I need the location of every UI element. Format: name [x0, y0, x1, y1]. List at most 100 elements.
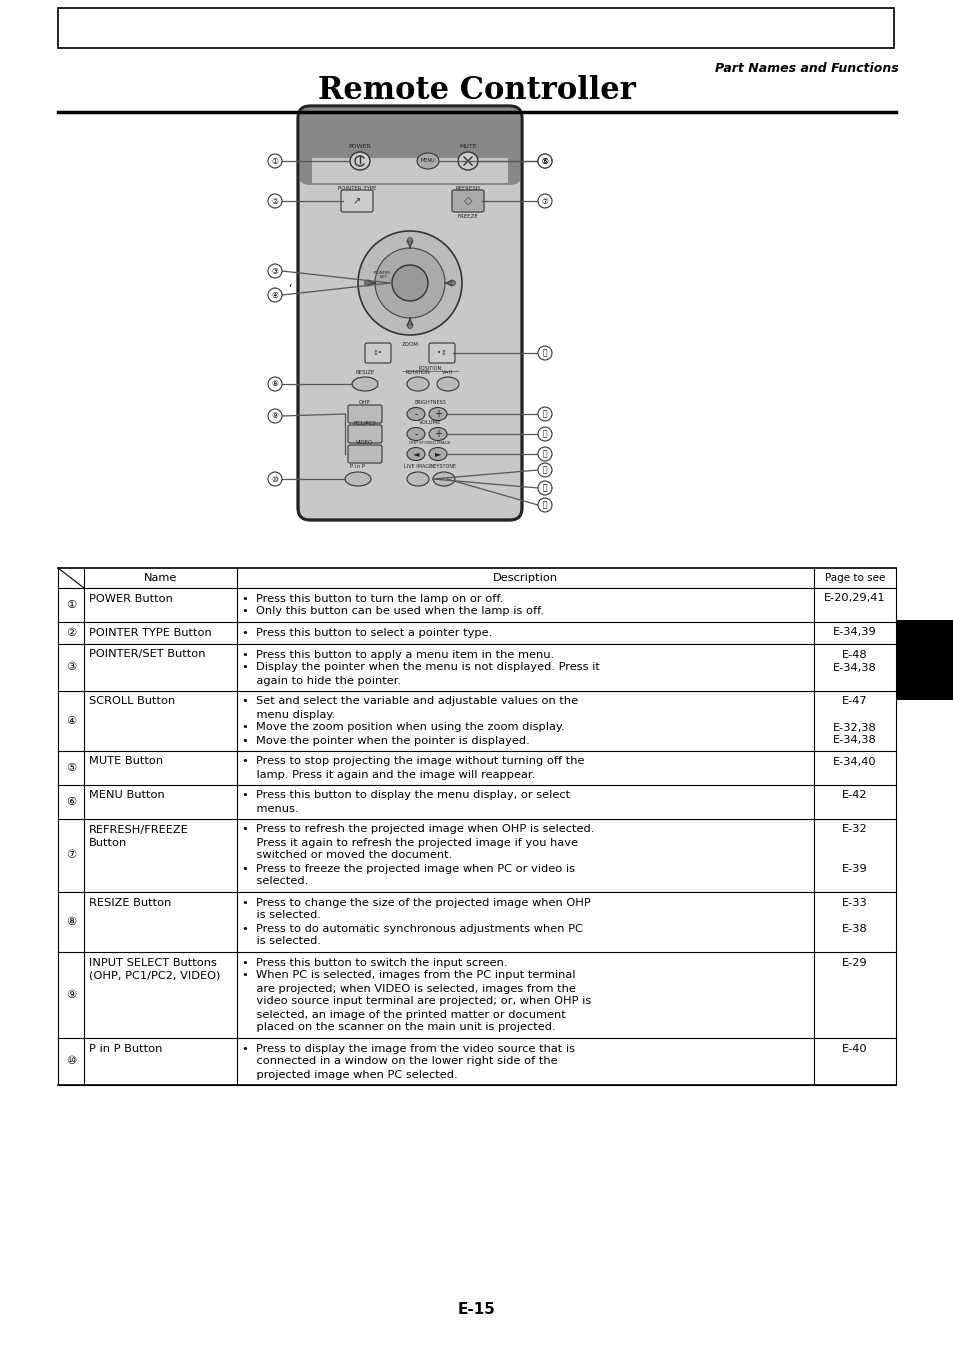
Text: POINTER/SET Button: POINTER/SET Button — [89, 650, 205, 659]
Circle shape — [407, 237, 412, 243]
Text: -: - — [414, 408, 417, 419]
Ellipse shape — [352, 377, 377, 391]
Text: •  Press to refresh the projected image when OHP is selected.: • Press to refresh the projected image w… — [242, 825, 594, 834]
Circle shape — [407, 324, 412, 329]
Text: ↗: ↗ — [353, 195, 360, 206]
Text: ⑬: ⑬ — [542, 430, 547, 438]
Text: ⑤: ⑤ — [66, 763, 76, 772]
Text: Part Names and Functions: Part Names and Functions — [715, 62, 898, 75]
Text: ,: , — [288, 278, 292, 288]
Circle shape — [268, 472, 282, 487]
Circle shape — [268, 288, 282, 302]
Text: POWER Button: POWER Button — [89, 593, 172, 604]
Text: REFRESH/FREEZE: REFRESH/FREEZE — [89, 825, 189, 834]
Text: lamp. Press it again and the image will reappear.: lamp. Press it again and the image will … — [242, 770, 535, 779]
Text: •  Press this button to switch the input screen.: • Press this button to switch the input … — [242, 957, 507, 968]
Text: OHP STORED IMAGE: OHP STORED IMAGE — [409, 441, 450, 445]
Text: E-40: E-40 — [841, 1043, 867, 1054]
Bar — [58, 8, 893, 49]
Text: MUTE Button: MUTE Button — [89, 756, 163, 767]
Ellipse shape — [407, 377, 429, 391]
Circle shape — [537, 194, 552, 208]
Text: E-34,38: E-34,38 — [832, 662, 876, 673]
Text: ⑰: ⑰ — [542, 500, 547, 510]
Circle shape — [375, 248, 444, 318]
Text: ⑦: ⑦ — [66, 851, 76, 860]
Text: connected in a window on the lower right side of the: connected in a window on the lower right… — [242, 1057, 558, 1066]
Text: +: + — [434, 429, 441, 439]
Text: •  Press this button to display the menu display, or select: • Press this button to display the menu … — [242, 790, 570, 801]
Text: selected.: selected. — [242, 876, 308, 887]
Text: REFRESH: REFRESH — [455, 186, 480, 190]
Text: POINTER TYPE: POINTER TYPE — [337, 186, 375, 190]
Text: ⑨: ⑨ — [272, 411, 278, 421]
Text: Name: Name — [144, 573, 177, 582]
Text: •  Press to stop projecting the image without turning off the: • Press to stop projecting the image wit… — [242, 756, 584, 767]
Text: KEYSTONE: KEYSTONE — [431, 465, 456, 469]
Text: menu display.: menu display. — [242, 709, 335, 720]
Ellipse shape — [345, 472, 371, 487]
Text: projected image when PC selected.: projected image when PC selected. — [242, 1069, 457, 1080]
Text: E-38: E-38 — [841, 923, 867, 934]
Bar — [895, 620, 953, 700]
Ellipse shape — [429, 448, 447, 461]
Text: MENU: MENU — [420, 159, 435, 163]
Text: SCROLL Button: SCROLL Button — [89, 697, 175, 706]
Ellipse shape — [457, 152, 477, 170]
Circle shape — [268, 194, 282, 208]
Text: placed on the scanner on the main unit is projected.: placed on the scanner on the main unit i… — [242, 1023, 555, 1033]
Circle shape — [364, 280, 369, 286]
Text: ⑦: ⑦ — [541, 197, 548, 205]
Text: POINTER TYPE Button: POINTER TYPE Button — [89, 628, 212, 638]
Ellipse shape — [350, 152, 370, 170]
Text: (OHP, PC1/PC2, VIDEO): (OHP, PC1/PC2, VIDEO) — [89, 971, 220, 980]
Text: E-47: E-47 — [841, 697, 867, 706]
Text: •  Press to do automatic synchronous adjustments when PC: • Press to do automatic synchronous adju… — [242, 923, 582, 934]
Text: switched or moved the document.: switched or moved the document. — [242, 851, 452, 860]
Text: P in P Button: P in P Button — [89, 1043, 162, 1054]
Text: VIDEO: VIDEO — [356, 441, 374, 445]
Circle shape — [537, 448, 552, 461]
Text: is selected.: is selected. — [242, 937, 320, 946]
FancyBboxPatch shape — [452, 190, 483, 212]
Text: ②: ② — [272, 197, 278, 205]
Circle shape — [268, 264, 282, 278]
Text: Press it again to refresh the projected image if you have: Press it again to refresh the projected … — [242, 837, 578, 848]
Text: ④: ④ — [272, 291, 278, 299]
Text: E-42: E-42 — [841, 790, 867, 801]
Circle shape — [537, 481, 552, 495]
Text: RESIZE: RESIZE — [355, 371, 375, 376]
Ellipse shape — [407, 407, 424, 421]
Text: •  Press to display the image from the video source that is: • Press to display the image from the vi… — [242, 1043, 575, 1054]
Circle shape — [537, 407, 552, 421]
Text: E-34,39: E-34,39 — [832, 628, 876, 638]
Text: ⑩: ⑩ — [272, 474, 278, 484]
Text: •  Press to freeze the projected image when PC or video is: • Press to freeze the projected image wh… — [242, 864, 575, 874]
Text: ②: ② — [66, 628, 76, 638]
FancyBboxPatch shape — [297, 106, 521, 185]
Circle shape — [537, 427, 552, 441]
Text: E-20,29,41: E-20,29,41 — [823, 593, 885, 604]
Text: menus.: menus. — [242, 803, 298, 813]
Ellipse shape — [433, 472, 455, 487]
Text: INPUT SELECT Buttons: INPUT SELECT Buttons — [89, 957, 216, 968]
Text: ⑤: ⑤ — [541, 156, 548, 166]
Text: •  Press this button to apply a menu item in the menu.: • Press this button to apply a menu item… — [242, 650, 554, 659]
FancyBboxPatch shape — [429, 342, 455, 363]
Text: FREEZE: FREEZE — [457, 213, 477, 218]
FancyBboxPatch shape — [348, 404, 381, 423]
Circle shape — [537, 154, 552, 168]
Text: •↕: •↕ — [436, 350, 446, 356]
Text: •  Only this button can be used when the lamp is off.: • Only this button can be used when the … — [242, 607, 543, 616]
Text: -: - — [414, 429, 417, 439]
Text: Button: Button — [89, 837, 127, 848]
Text: ⑮: ⑮ — [542, 465, 547, 474]
Text: ①: ① — [66, 600, 76, 611]
Text: ⑪: ⑪ — [542, 349, 547, 357]
Text: ⑧: ⑧ — [272, 380, 278, 388]
Text: ↕•: ↕• — [373, 350, 382, 356]
Text: POSITION: POSITION — [418, 365, 441, 371]
Text: ROTATION: ROTATION — [405, 371, 430, 376]
Text: E-29: E-29 — [841, 957, 867, 968]
Text: •  Move the zoom position when using the zoom display.: • Move the zoom position when using the … — [242, 723, 564, 732]
